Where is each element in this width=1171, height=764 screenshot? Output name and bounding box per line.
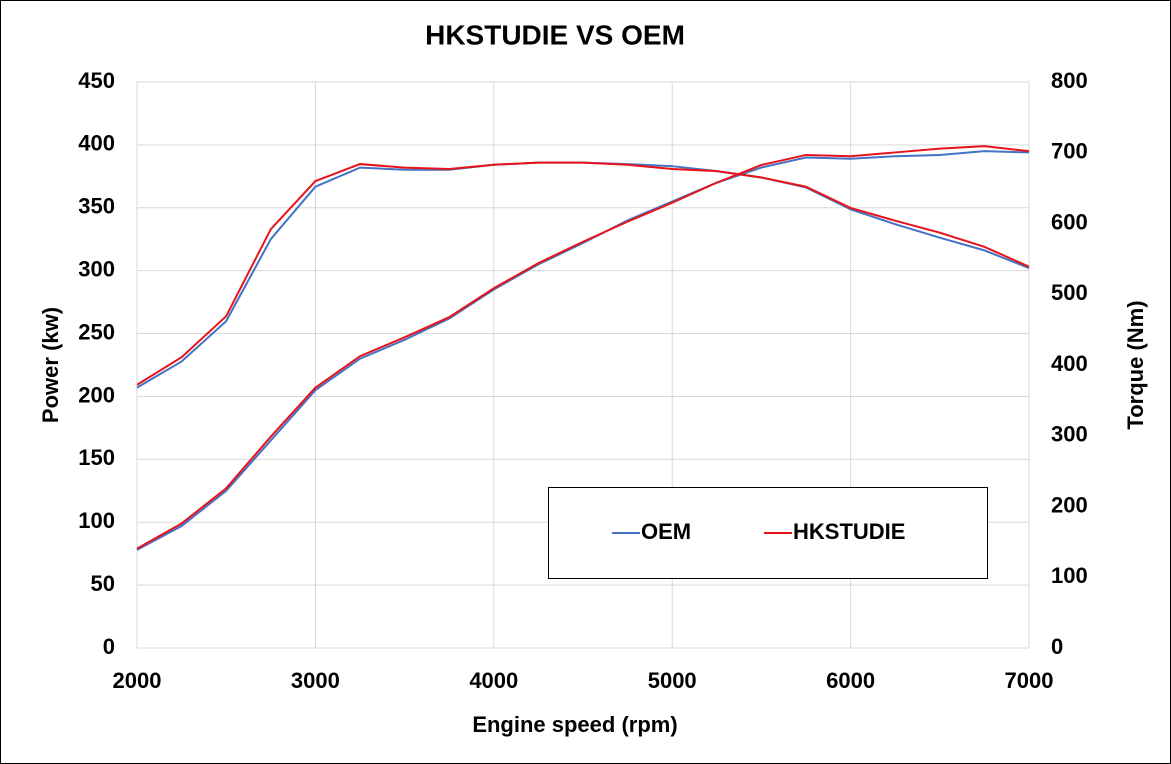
plot-border (136, 81, 1030, 649)
x-tick-label: 7000 (1005, 668, 1054, 693)
y-tick-label: 200 (78, 382, 115, 407)
x-tick-label: 6000 (826, 668, 875, 693)
legend-label: OEM (641, 519, 691, 544)
y2-tick-label: 500 (1051, 280, 1088, 305)
y2-tick-label: 700 (1051, 139, 1088, 164)
y-axis-label: Power (kw) (38, 307, 63, 423)
x-tick-label: 5000 (648, 668, 697, 693)
y-tick-label: 350 (78, 194, 115, 219)
y2-tick-label: 600 (1051, 209, 1088, 234)
y2-tick-label: 800 (1051, 68, 1088, 93)
y-tick-label: 100 (78, 508, 115, 533)
y2-tick-label: 200 (1051, 492, 1088, 517)
y2-tick-label: 100 (1051, 563, 1088, 588)
y-tick-label: 300 (78, 256, 115, 281)
x-tick-label: 3000 (291, 668, 340, 693)
torque-line (136, 161, 1030, 386)
y-tick-label: 0 (103, 634, 115, 659)
y-tick-label: 400 (78, 131, 115, 156)
y-tick-label: 250 (78, 319, 115, 344)
power-line (136, 150, 1030, 551)
x-axis-label: Engine speed (rpm) (472, 712, 677, 737)
y2-tick-label: 0 (1051, 634, 1063, 659)
power-line (136, 145, 1030, 550)
y2-axis-label: Torque (Nm) (1123, 300, 1148, 429)
y2-tick-label: 400 (1051, 351, 1088, 376)
y-tick-label: 50 (91, 571, 115, 596)
y-tick-label: 450 (78, 68, 115, 93)
y-tick-label: 150 (78, 445, 115, 470)
y2-tick-label: 300 (1051, 422, 1088, 447)
chart-title: HKSTUDIE VS OEM (425, 19, 685, 50)
x-tick-label: 4000 (469, 668, 518, 693)
legend-label: HKSTUDIE (793, 519, 905, 544)
x-tick-label: 2000 (113, 668, 162, 693)
